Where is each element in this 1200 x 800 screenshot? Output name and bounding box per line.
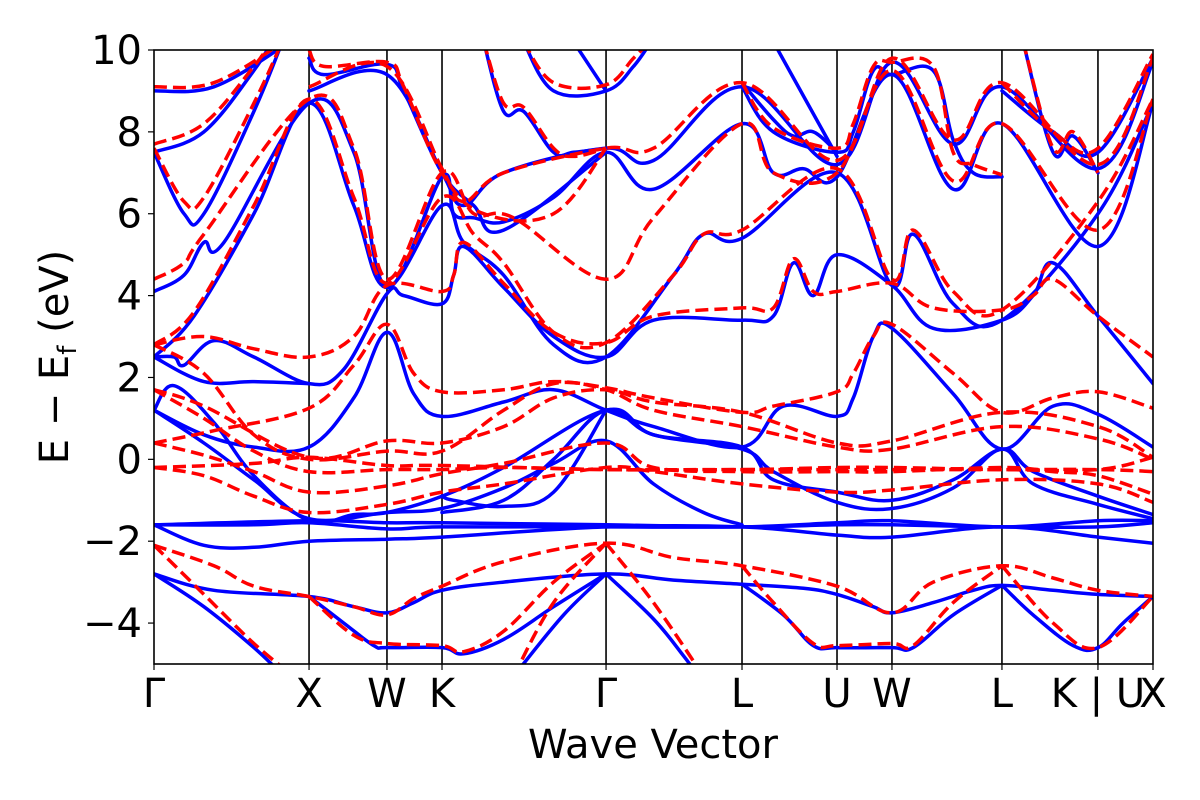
bands-dashed-band-12	[154, 387, 1153, 461]
y-axis-ticks: −4 −2 0 2 4 6 8 10	[83, 28, 154, 647]
y-tick-label: 4	[117, 274, 142, 320]
y-tick-label: 6	[117, 192, 142, 238]
y-axis-label-unit: (eV)	[32, 250, 78, 346]
bands-dashed-band-26	[1023, 50, 1100, 174]
bands-dashed-band-6	[1000, 564, 1153, 651]
bands-dashed-band-4	[604, 542, 698, 664]
y-tick-label: 2	[117, 355, 142, 401]
bands-dashed-band-22	[484, 50, 607, 159]
x-tick-label: W	[872, 671, 912, 717]
plot-frame	[153, 49, 1154, 665]
bands-solid-band-19	[154, 50, 281, 227]
x-tick-label: Γ	[143, 671, 166, 717]
x-tick-label: Γ	[595, 671, 618, 717]
y-tick-label: −2	[83, 519, 142, 565]
bands-solid-band-17	[154, 101, 1153, 365]
bands-dashed-band-3	[517, 542, 608, 664]
bands-dashed-band-10	[154, 388, 1153, 475]
x-tick-label: K	[429, 671, 457, 717]
bands-dashed-band-16	[154, 68, 1153, 281]
bands-solid-band-26	[576, 50, 608, 93]
x-tick-label: U	[822, 671, 851, 717]
bands-dashed-band-1	[154, 544, 282, 664]
bands-dashed-band-13	[154, 343, 1153, 462]
series-bands-dashed	[154, 50, 1153, 664]
bands-dashed-band-15	[154, 97, 1153, 350]
bands-solid-band-10	[154, 408, 744, 527]
x-tick-label: X	[295, 671, 322, 717]
bands-solid-band-12	[154, 355, 311, 386]
bands-dashed-band-17	[154, 50, 281, 212]
x-tick-label: K | U	[1051, 671, 1145, 717]
y-tick-label: 10	[91, 28, 142, 74]
y-axis-label-subscript: f	[53, 345, 83, 355]
x-tick-label: L	[991, 671, 1014, 717]
bands-dashed-band-23	[526, 50, 645, 91]
bands-solid-band-21	[154, 50, 281, 94]
y-axis-label-main: E − E	[32, 355, 78, 465]
x-tick-label: L	[731, 671, 754, 717]
bands-dashed-band-9	[154, 441, 1153, 496]
bands-dashed-band-2	[307, 541, 608, 654]
bands-dashed-band-5	[740, 564, 1004, 651]
y-tick-label: 0	[117, 437, 142, 483]
bands-solid-band-9	[154, 518, 1153, 531]
bands-solid-band-24	[484, 50, 608, 158]
bands-solid-band-28	[740, 80, 839, 155]
bands-dashed-band-24	[740, 56, 1003, 177]
bands-solid-band-30	[1000, 56, 1153, 159]
bands-solid-band-18	[154, 72, 1153, 294]
y-tick-label: −4	[83, 601, 142, 647]
x-tick-label: W	[367, 671, 407, 717]
x-axis-label: Wave Vector	[528, 722, 779, 768]
bands-dashed-band-8	[154, 465, 1153, 515]
bands-solid-band-3	[521, 572, 608, 664]
y-tick-label: 8	[117, 110, 142, 156]
bands-solid-band-4	[604, 572, 692, 664]
bands-dashed-band-18	[154, 50, 269, 146]
bands-solid-band-2	[307, 572, 608, 656]
bands-dashed-band-21	[307, 50, 608, 223]
bands-solid-band-1	[154, 572, 275, 664]
y-axis-label: E − Ef (eV)	[32, 250, 83, 465]
bands-dashed-band-19	[154, 50, 275, 90]
bands-solid-band-6	[1000, 583, 1153, 653]
bands-solid-band-15	[440, 408, 608, 509]
bands-dashed-band-25	[1000, 53, 1153, 155]
x-tick-label: X	[1139, 671, 1166, 717]
